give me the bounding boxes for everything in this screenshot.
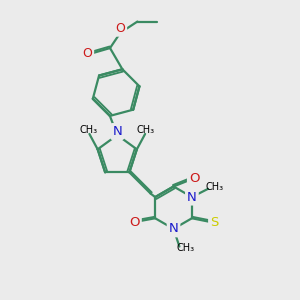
Text: O: O: [116, 22, 125, 35]
Text: CH₃: CH₃: [177, 243, 195, 253]
Text: O: O: [189, 172, 200, 185]
Text: O: O: [82, 47, 92, 60]
Text: N: N: [187, 190, 197, 204]
Text: S: S: [210, 216, 218, 229]
Text: N: N: [112, 125, 122, 138]
Text: CH₃: CH₃: [80, 124, 98, 135]
Text: CH₃: CH₃: [136, 124, 155, 135]
Text: CH₃: CH₃: [206, 182, 224, 192]
Text: O: O: [129, 216, 140, 229]
Text: N: N: [169, 222, 178, 236]
